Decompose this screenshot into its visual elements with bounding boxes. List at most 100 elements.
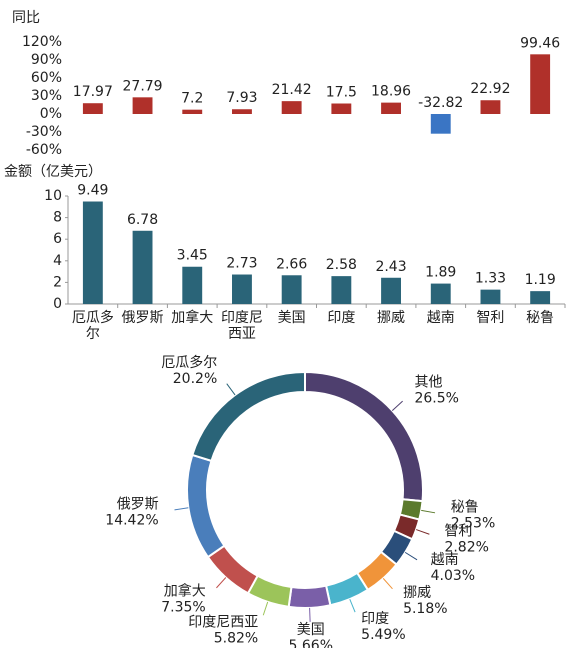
data-label: 27.79 bbox=[123, 78, 163, 94]
data-label: 1.89 bbox=[425, 265, 456, 281]
data-label: 21.42 bbox=[272, 82, 312, 98]
y-tick-label: 0 bbox=[53, 296, 62, 312]
leader-line bbox=[262, 601, 269, 616]
data-label: 18.96 bbox=[371, 84, 411, 100]
pie-slice bbox=[191, 370, 306, 463]
bar bbox=[82, 103, 103, 114]
data-label: -32.82 bbox=[418, 95, 463, 111]
bar bbox=[530, 291, 551, 304]
x-tick-label: 智利 bbox=[476, 310, 504, 326]
data-label: 7.93 bbox=[226, 90, 257, 106]
y-tick-label: 90% bbox=[31, 52, 62, 68]
x-tick-label: 印度尼西亚 bbox=[221, 310, 263, 342]
bar bbox=[430, 114, 451, 134]
data-label: 1.19 bbox=[525, 272, 556, 288]
bar bbox=[430, 283, 451, 304]
slice-label: 智利 bbox=[444, 524, 472, 540]
data-label: 17.5 bbox=[326, 85, 357, 101]
leader-line bbox=[216, 577, 227, 589]
x-tick-label: 美国 bbox=[278, 310, 306, 326]
slice-value-label: 26.5% bbox=[414, 390, 458, 406]
y-tick-label: 60% bbox=[31, 70, 62, 86]
bar bbox=[331, 103, 352, 114]
y-tick-label: -60% bbox=[26, 142, 62, 158]
data-label: 22.92 bbox=[470, 81, 510, 97]
slice-label: 挪威 bbox=[403, 585, 431, 601]
slice-label: 加拿大 bbox=[164, 583, 206, 600]
pie-slice bbox=[287, 584, 332, 609]
data-label: 3.45 bbox=[177, 248, 208, 264]
chart-title: 金额（亿美元） bbox=[4, 164, 102, 180]
data-label: 2.58 bbox=[326, 257, 357, 273]
slice-value-label: 5.49% bbox=[361, 627, 405, 643]
pie-slice bbox=[186, 453, 226, 559]
x-tick-label: 加拿大 bbox=[171, 309, 213, 326]
slice-label: 其他 bbox=[414, 374, 442, 390]
data-label: 7.2 bbox=[181, 91, 203, 107]
leader-line bbox=[226, 383, 236, 396]
leader-line bbox=[391, 400, 403, 411]
x-tick-label: 俄罗斯 bbox=[122, 310, 164, 326]
bar bbox=[182, 266, 203, 304]
x-tick-label: 印度 bbox=[327, 310, 355, 326]
y-tick-label: 30% bbox=[31, 88, 62, 104]
slice-value-label: 7.35% bbox=[161, 600, 205, 616]
leader-line bbox=[309, 607, 311, 622]
bar bbox=[480, 100, 501, 114]
bar bbox=[82, 201, 103, 304]
bar bbox=[530, 54, 551, 114]
bar bbox=[281, 275, 302, 304]
slice-label: 美国 bbox=[297, 622, 325, 638]
bar bbox=[132, 97, 153, 114]
slice-label: 秘鲁 bbox=[451, 500, 479, 516]
slice-value-label: 2.82% bbox=[444, 540, 488, 556]
y-tick-label: 2 bbox=[53, 274, 62, 290]
bar bbox=[480, 289, 501, 304]
slice-value-label: 5.82% bbox=[214, 630, 258, 646]
x-tick-label: 厄瓜多尔 bbox=[72, 309, 114, 342]
data-label: 1.33 bbox=[475, 271, 506, 287]
bar bbox=[132, 230, 153, 304]
leader-line bbox=[416, 529, 430, 535]
pie-slice bbox=[304, 370, 424, 503]
y-tick-label: 10 bbox=[44, 188, 62, 204]
bar bbox=[381, 277, 401, 304]
bar bbox=[232, 109, 252, 114]
y-tick-label: 4 bbox=[53, 253, 62, 269]
leader-line bbox=[349, 598, 356, 613]
leader-line bbox=[404, 551, 418, 561]
leader-line bbox=[382, 578, 393, 590]
bar bbox=[381, 102, 401, 114]
data-label: 9.49 bbox=[77, 183, 108, 199]
slice-label: 厄瓜多尔 bbox=[161, 354, 217, 371]
data-label: 2.73 bbox=[226, 256, 257, 272]
x-tick-label: 挪威 bbox=[377, 310, 405, 326]
y-tick-label: 0% bbox=[40, 106, 62, 122]
data-label: 17.97 bbox=[73, 84, 113, 100]
slice-label: 俄罗斯 bbox=[117, 496, 159, 512]
slice-label: 印度尼西亚 bbox=[188, 614, 258, 630]
slice-value-label: 20.2% bbox=[173, 371, 217, 387]
y-tick-label: 8 bbox=[53, 210, 62, 226]
slice-value-label: 2.53% bbox=[451, 516, 495, 532]
slice-label: 越南 bbox=[431, 552, 459, 568]
chart-title: 同比 bbox=[12, 10, 40, 26]
slice-label: 印度 bbox=[361, 611, 389, 627]
slice-value-label: 5.66% bbox=[289, 638, 333, 648]
bar bbox=[281, 101, 302, 114]
leader-line bbox=[174, 507, 189, 511]
slice-value-label: 14.42% bbox=[105, 512, 158, 528]
y-tick-label: -30% bbox=[26, 124, 62, 140]
bar bbox=[232, 274, 252, 304]
x-tick-label: 秘鲁 bbox=[526, 310, 554, 326]
data-label: 6.78 bbox=[127, 212, 158, 228]
data-label: 2.66 bbox=[276, 256, 307, 272]
slice-value-label: 5.18% bbox=[403, 601, 447, 617]
data-label: 99.46 bbox=[520, 35, 560, 51]
slice-value-label: 4.03% bbox=[431, 568, 475, 584]
leader-line bbox=[421, 509, 436, 514]
x-tick-label: 越南 bbox=[427, 310, 455, 326]
data-label: 2.43 bbox=[375, 259, 406, 275]
